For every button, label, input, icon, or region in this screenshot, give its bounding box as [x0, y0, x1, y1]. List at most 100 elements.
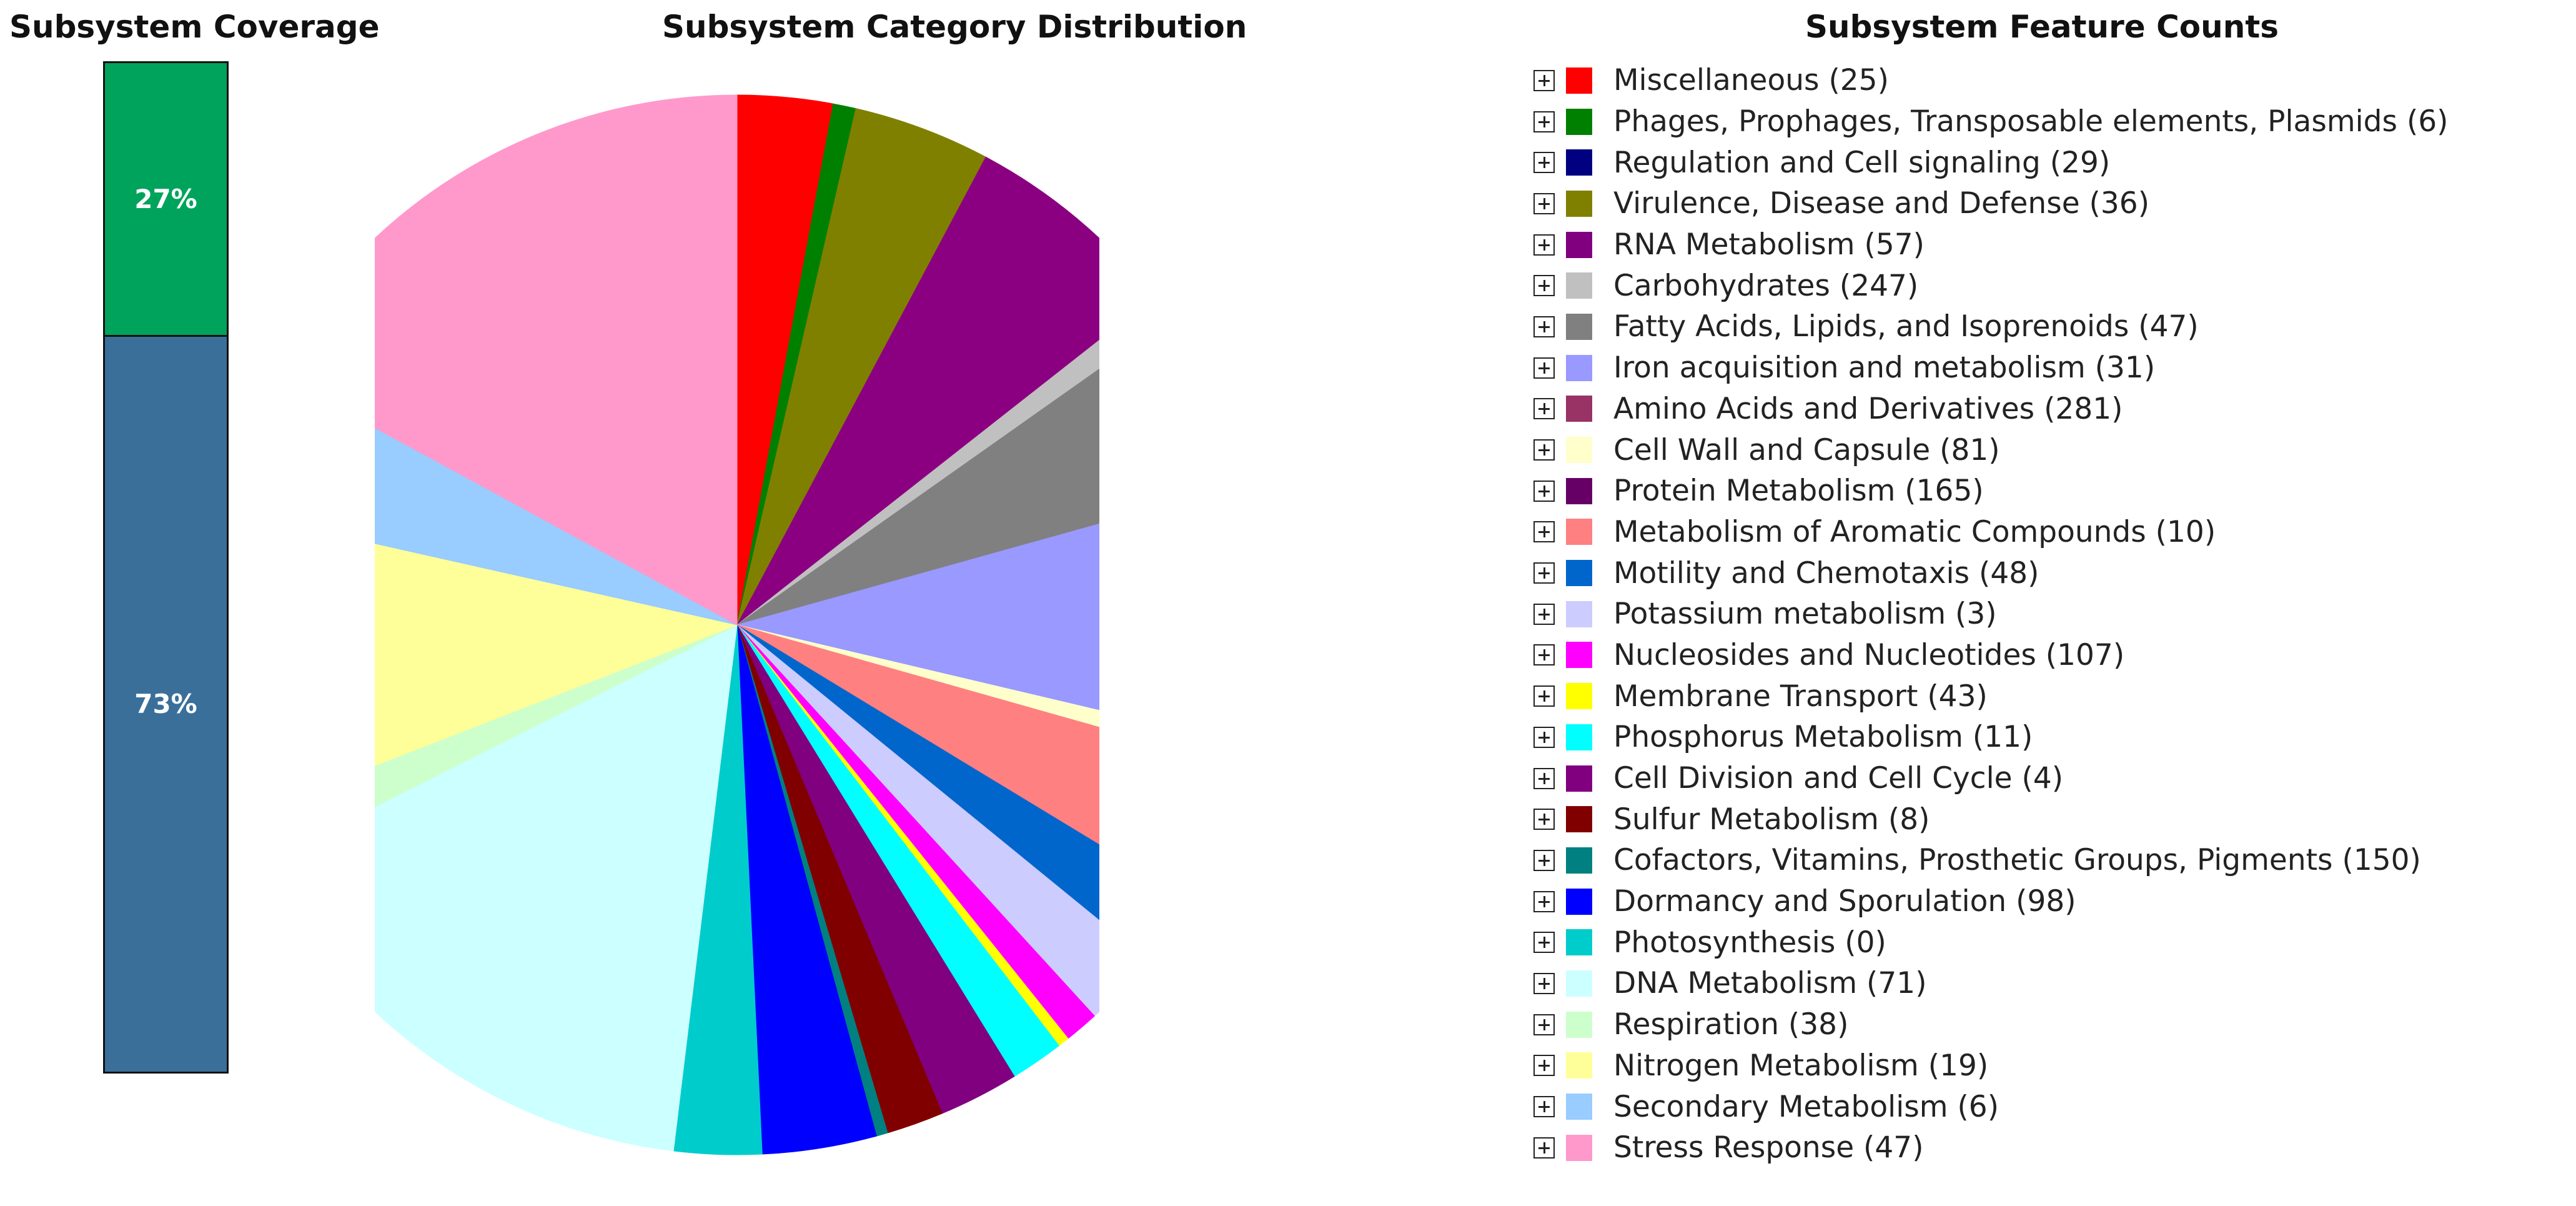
legend-item[interactable]: Miscellaneous (25) — [1533, 60, 2449, 101]
expand-plus-icon[interactable] — [1533, 932, 1555, 954]
legend-color-swatch — [1566, 765, 1592, 792]
expand-plus-icon[interactable] — [1533, 111, 1555, 132]
legend-item[interactable]: Potassium metabolism (3) — [1533, 594, 2449, 635]
legend-color-swatch — [1566, 190, 1592, 217]
legend-label: Sulfur Metabolism (8) — [1613, 802, 1930, 837]
expand-plus-icon[interactable] — [1533, 480, 1555, 502]
legend-color-swatch — [1566, 724, 1592, 750]
legend-item[interactable]: RNA Metabolism (57) — [1533, 224, 2449, 266]
legend-color-swatch — [1566, 313, 1592, 340]
legend-item[interactable]: Photosynthesis (0) — [1533, 922, 2449, 963]
legend-item[interactable]: Virulence, Disease and Defense (36) — [1533, 183, 2449, 224]
expand-plus-icon[interactable] — [1533, 685, 1555, 707]
legend-color-swatch — [1566, 929, 1592, 956]
legend-item[interactable]: Regulation and Cell signaling (29) — [1533, 142, 2449, 183]
legend-item[interactable]: Secondary Metabolism (6) — [1533, 1086, 2449, 1127]
legend-item[interactable]: Respiration (38) — [1533, 1004, 2449, 1045]
legend-item[interactable]: Membrane Transport (43) — [1533, 675, 2449, 717]
legend-label: Potassium metabolism (3) — [1613, 597, 1997, 632]
expand-plus-icon[interactable] — [1533, 972, 1555, 994]
pie-slice-iron-acquisition-and-metabolism[interactable] — [736, 482, 1099, 746]
expand-plus-icon[interactable] — [1533, 809, 1555, 830]
legend-color-swatch — [1566, 437, 1592, 464]
legend-color-swatch — [1566, 519, 1592, 546]
expand-plus-icon[interactable] — [1533, 726, 1555, 748]
legend-color-swatch — [1566, 642, 1592, 669]
legend-label: Phages, Prophages, Transposable elements… — [1613, 104, 2449, 139]
legend-color-swatch — [1566, 806, 1592, 833]
legend-item[interactable]: Carbohydrates (247) — [1533, 265, 2449, 306]
expand-plus-icon[interactable] — [1533, 69, 1555, 91]
legend-label: Secondary Metabolism (6) — [1613, 1089, 1999, 1124]
legend-item[interactable]: Cofactors, Vitamins, Prosthetic Groups, … — [1533, 840, 2449, 881]
coverage-segment-label: 73% — [134, 689, 197, 720]
legend-color-swatch — [1566, 560, 1592, 587]
expand-plus-icon[interactable] — [1533, 152, 1555, 174]
feature-counts-legend: Miscellaneous (25) Phages, Prophages, Tra… — [1533, 60, 2449, 1169]
legend-label: Virulence, Disease and Defense (36) — [1613, 186, 2150, 221]
expand-plus-icon[interactable] — [1533, 1014, 1555, 1035]
legend-item[interactable]: Nucleosides and Nucleotides (107) — [1533, 635, 2449, 676]
expand-plus-icon[interactable] — [1533, 439, 1555, 461]
expand-plus-icon[interactable] — [1533, 1055, 1555, 1077]
expand-plus-icon[interactable] — [1533, 234, 1555, 256]
expand-plus-icon[interactable] — [1533, 1096, 1555, 1118]
legend-color-swatch — [1566, 1052, 1592, 1079]
expand-plus-icon[interactable] — [1533, 1137, 1555, 1159]
legend-color-swatch — [1566, 683, 1592, 710]
pie-slice-fatty-acids-lipids-and-isoprenoids[interactable] — [736, 319, 1099, 625]
legend-color-swatch — [1566, 67, 1592, 94]
expand-plus-icon[interactable] — [1533, 316, 1555, 337]
expand-plus-icon[interactable] — [1533, 192, 1555, 214]
expand-plus-icon[interactable] — [1533, 357, 1555, 379]
expand-plus-icon[interactable] — [1533, 849, 1555, 871]
pie-slice-rna-metabolism[interactable] — [736, 156, 1099, 625]
legend-item[interactable]: Sulfur Metabolism (8) — [1533, 799, 2449, 840]
legend-label: Respiration (38) — [1613, 1007, 1849, 1042]
pie-slice-dna-metabolism[interactable] — [375, 624, 738, 1152]
legend-label: Fatty Acids, Lipids, and Isoprenoids (47… — [1613, 309, 2199, 344]
legend-item[interactable]: Dormancy and Sporulation (98) — [1533, 881, 2449, 922]
legend-label: Cofactors, Vitamins, Prosthetic Groups, … — [1613, 843, 2421, 878]
legend-item[interactable]: Motility and Chemotaxis (48) — [1533, 552, 2449, 594]
legend-item[interactable]: Protein Metabolism (165) — [1533, 471, 2449, 512]
expand-plus-icon[interactable] — [1533, 603, 1555, 625]
legend-color-swatch — [1566, 272, 1592, 299]
expand-plus-icon[interactable] — [1533, 275, 1555, 297]
legend-item[interactable]: Nitrogen Metabolism (19) — [1533, 1045, 2449, 1087]
distribution-chart-title: Subsystem Category Distribution — [662, 9, 1247, 45]
expand-plus-icon[interactable] — [1533, 644, 1555, 666]
legend-label: Nucleosides and Nucleotides (107) — [1613, 637, 2125, 672]
legend-label: Regulation and Cell signaling (29) — [1613, 145, 2111, 180]
legend-label: Iron acquisition and metabolism (31) — [1613, 351, 2156, 386]
pie-slice-stress-response[interactable] — [375, 94, 738, 625]
expand-plus-icon[interactable] — [1533, 398, 1555, 420]
legend-color-swatch — [1566, 970, 1592, 997]
legend-item[interactable]: DNA Metabolism (71) — [1533, 963, 2449, 1004]
expand-plus-icon[interactable] — [1533, 767, 1555, 789]
legend-item[interactable]: Stress Response (47) — [1533, 1127, 2449, 1169]
legend-item[interactable]: Phosphorus Metabolism (11) — [1533, 717, 2449, 758]
legend-item[interactable]: Cell Wall and Capsule (81) — [1533, 429, 2449, 471]
legend-color-swatch — [1566, 477, 1592, 504]
legend-color-swatch — [1566, 354, 1592, 381]
legend-color-swatch — [1566, 149, 1592, 176]
expand-plus-icon[interactable] — [1533, 890, 1555, 912]
pie-slice-virulence-disease-and-defense[interactable] — [736, 108, 986, 625]
legend-color-swatch — [1566, 396, 1592, 422]
legend-item[interactable]: Metabolism of Aromatic Compounds (10) — [1533, 512, 2449, 553]
legend-color-swatch — [1566, 1134, 1592, 1161]
legend-color-swatch — [1566, 231, 1592, 258]
legend-item[interactable]: Amino Acids and Derivatives (281) — [1533, 389, 2449, 430]
legend-item[interactable]: Cell Division and Cell Cycle (4) — [1533, 758, 2449, 799]
expand-plus-icon[interactable] — [1533, 562, 1555, 584]
legend-item[interactable]: Iron acquisition and metabolism (31) — [1533, 347, 2449, 389]
legend-label: Photosynthesis (0) — [1613, 925, 1886, 960]
legend-item[interactable]: Fatty Acids, Lipids, and Isoprenoids (47… — [1533, 306, 2449, 347]
legend-label: Carbohydrates (247) — [1613, 268, 1919, 303]
legend-item[interactable]: Phages, Prophages, Transposable elements… — [1533, 101, 2449, 142]
expand-plus-icon[interactable] — [1533, 521, 1555, 543]
legend-label: Membrane Transport (43) — [1613, 679, 1988, 714]
coverage-chart-title: Subsystem Coverage — [9, 9, 380, 45]
pie-slice-nitrogen-metabolism[interactable] — [375, 509, 738, 817]
